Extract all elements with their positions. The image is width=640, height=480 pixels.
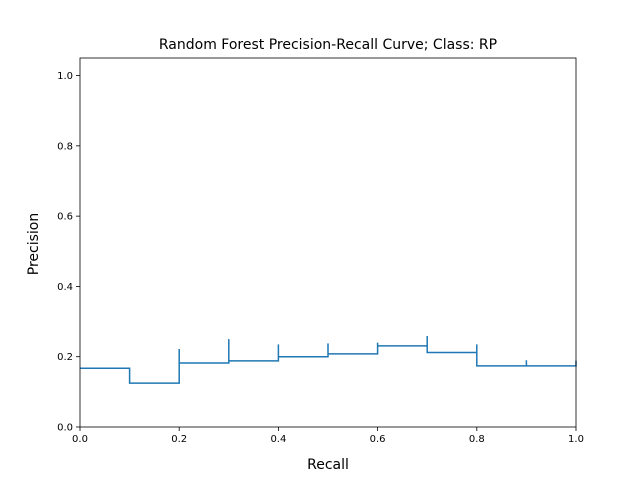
- y-axis-label: Precision: [26, 213, 42, 275]
- y-tick-label: 1.0: [57, 71, 73, 82]
- x-axis-ticks: 0.0 0.2 0.4 0.6 0.8 1.0: [72, 427, 584, 445]
- y-tick-label: 0.2: [57, 352, 73, 363]
- plot-area: [79, 57, 577, 428]
- y-tick-label: 0.8: [57, 141, 73, 152]
- x-tick-label: 0.8: [469, 434, 485, 445]
- y-axis-ticks: 0.0 0.2 0.4 0.6 0.8 1.0: [57, 71, 80, 434]
- x-tick-label: 0.2: [171, 434, 187, 445]
- y-tick-label: 0.6: [57, 212, 73, 223]
- x-tick-label: 0.0: [72, 434, 88, 445]
- pr-curve-line: [80, 335, 577, 384]
- y-tick-label: 0.0: [57, 423, 73, 434]
- x-tick-label: 0.4: [270, 434, 286, 445]
- x-tick-label: 0.6: [370, 434, 386, 445]
- axes-frame: [79, 57, 577, 428]
- y-tick-label: 0.4: [57, 282, 73, 293]
- x-tick-label: 1.0: [568, 434, 584, 445]
- chart-title: Random Forest Precision-Recall Curve; Cl…: [159, 37, 497, 53]
- x-axis-label: Recall: [307, 457, 349, 473]
